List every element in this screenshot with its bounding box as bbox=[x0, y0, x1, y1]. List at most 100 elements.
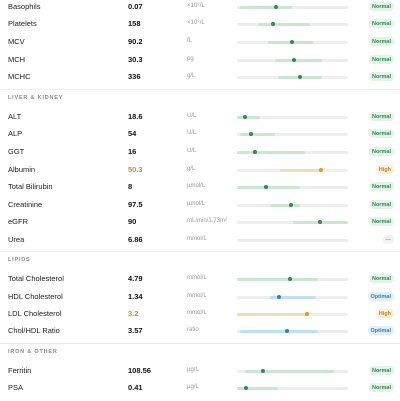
test-unit: µmol/L bbox=[187, 183, 206, 189]
test-value: 1.34 bbox=[128, 292, 143, 301]
range-track bbox=[237, 132, 348, 136]
value-marker bbox=[290, 40, 294, 44]
test-unit: g/L bbox=[187, 73, 196, 79]
test-value: 3.57 bbox=[128, 326, 143, 335]
test-name: Creatinine bbox=[8, 200, 43, 209]
test-unit: µg/L bbox=[187, 384, 199, 390]
test-name: Chol/HDL Ratio bbox=[8, 326, 60, 335]
range-track bbox=[237, 5, 348, 9]
test-name: Platelets bbox=[8, 19, 37, 28]
status-badge: Normal bbox=[369, 366, 394, 375]
test-unit: U/L bbox=[187, 148, 197, 154]
test-value: 108.56 bbox=[128, 366, 151, 375]
range-track bbox=[237, 220, 348, 224]
value-marker bbox=[305, 312, 309, 316]
test-value: 158 bbox=[128, 19, 141, 28]
test-name: Urea bbox=[8, 235, 25, 244]
status-badge: Normal bbox=[369, 2, 394, 11]
test-name: MCH bbox=[8, 55, 26, 64]
test-value: 90 bbox=[128, 217, 137, 226]
test-unit: fL bbox=[187, 38, 193, 44]
test-unit: U/L bbox=[187, 113, 197, 119]
status-badge: Normal bbox=[369, 274, 394, 283]
test-name: MCV bbox=[8, 37, 25, 46]
section-divider bbox=[0, 251, 400, 252]
value-marker bbox=[319, 168, 323, 172]
test-value: 16 bbox=[128, 147, 137, 156]
test-name: GGT bbox=[8, 147, 25, 156]
test-value: 97.5 bbox=[128, 200, 143, 209]
test-name: eGFR bbox=[8, 217, 29, 226]
status-badge: Normal bbox=[369, 200, 394, 209]
test-name: LDL Cholesterol bbox=[8, 309, 62, 318]
test-value: 50.3 bbox=[128, 165, 143, 174]
reference-range bbox=[237, 185, 300, 189]
test-unit: pg bbox=[187, 56, 194, 62]
status-badge: Normal bbox=[369, 217, 394, 226]
test-unit: mL/min/1.73m² bbox=[187, 218, 228, 224]
reference-range bbox=[280, 168, 322, 172]
value-marker bbox=[318, 220, 322, 224]
reference-range bbox=[270, 295, 316, 299]
section-title: LIVER & KIDNEY bbox=[8, 95, 64, 101]
test-name: ALT bbox=[8, 112, 22, 121]
test-name: Total Cholesterol bbox=[8, 274, 64, 283]
value-marker bbox=[289, 203, 293, 207]
status-badge: Optimal bbox=[367, 292, 394, 301]
test-unit: mmol/L bbox=[187, 236, 207, 242]
test-name: Albumin bbox=[8, 165, 36, 174]
test-unit: ×10⁹/L bbox=[187, 20, 205, 26]
reference-range bbox=[237, 277, 318, 281]
range-track bbox=[237, 386, 348, 390]
value-marker bbox=[253, 150, 257, 154]
status-badge: Normal bbox=[369, 182, 394, 191]
test-name: PSA bbox=[8, 383, 24, 392]
test-value: 90.2 bbox=[128, 37, 143, 46]
test-value: 6.86 bbox=[128, 235, 143, 244]
test-name: Basophils bbox=[8, 2, 41, 11]
reference-range bbox=[240, 132, 275, 136]
status-badge: — bbox=[382, 235, 394, 244]
test-value: 336 bbox=[128, 72, 141, 81]
value-marker bbox=[264, 185, 268, 189]
reference-range bbox=[237, 386, 278, 390]
range-track bbox=[237, 115, 348, 119]
status-badge: High bbox=[375, 165, 394, 174]
test-value: 30.3 bbox=[128, 55, 143, 64]
test-unit: mmol/L bbox=[187, 275, 207, 281]
status-badge: Normal bbox=[369, 147, 394, 156]
test-unit: µmol/L bbox=[187, 201, 206, 207]
test-unit: mmol/L bbox=[187, 310, 207, 316]
status-badge: Normal bbox=[369, 112, 394, 121]
status-badge: Normal bbox=[369, 72, 394, 81]
value-marker bbox=[243, 115, 247, 119]
section-title: LIPIDS bbox=[8, 257, 31, 263]
test-unit: g/L bbox=[187, 166, 196, 172]
status-badge: High bbox=[375, 309, 394, 318]
test-unit: mmol/L bbox=[187, 293, 207, 299]
value-marker bbox=[277, 295, 281, 299]
test-name: HDL Cholesterol bbox=[8, 292, 63, 301]
value-marker bbox=[285, 329, 289, 333]
reference-range bbox=[240, 5, 292, 9]
section-title: IRON & OTHER bbox=[8, 349, 58, 355]
range-track bbox=[237, 238, 348, 242]
test-value: 4.79 bbox=[128, 274, 143, 283]
reference-range bbox=[245, 369, 334, 373]
status-badge: Normal bbox=[369, 129, 394, 138]
value-marker bbox=[249, 132, 253, 136]
test-unit: ratio bbox=[187, 327, 199, 333]
value-marker bbox=[244, 386, 248, 390]
section-divider bbox=[0, 89, 400, 90]
section-divider bbox=[0, 343, 400, 344]
test-unit: U/L bbox=[187, 130, 197, 136]
reference-range bbox=[237, 150, 305, 154]
status-badge: Normal bbox=[369, 19, 394, 28]
reference-range bbox=[240, 329, 318, 333]
value-marker bbox=[292, 58, 296, 62]
test-value: 54 bbox=[128, 129, 137, 138]
test-value: 3.2 bbox=[128, 309, 139, 318]
reference-range bbox=[237, 115, 260, 119]
test-unit: µg/L bbox=[187, 367, 199, 373]
